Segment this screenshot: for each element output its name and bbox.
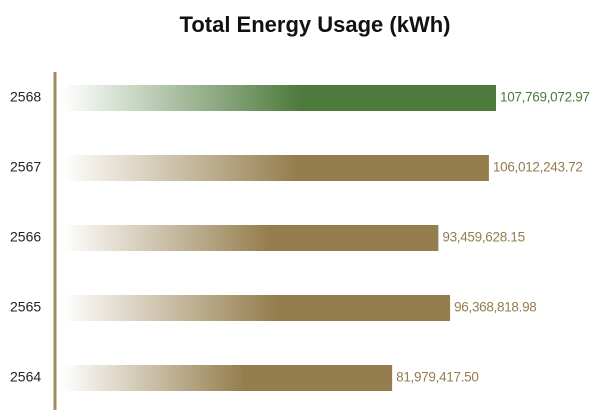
- bar: [62, 295, 451, 321]
- y-tick-label: 2568: [10, 89, 41, 105]
- y-tick-label: 2565: [10, 299, 41, 315]
- bar: [62, 155, 489, 181]
- data-label: 81,979,417.50: [396, 370, 478, 385]
- bar: [62, 85, 496, 111]
- bar: [62, 225, 439, 251]
- chart-title: Total Energy Usage (kWh): [180, 12, 451, 37]
- y-tick-label: 2564: [10, 369, 41, 385]
- data-label: 93,459,628.15: [442, 230, 524, 245]
- data-label: 106,012,243.72: [493, 160, 583, 175]
- y-tick-label: 2566: [10, 229, 41, 245]
- y-tick-label: 2567: [10, 159, 41, 175]
- data-label: 96,368,818.98: [454, 300, 536, 315]
- data-label: 107,769,072.97: [500, 90, 590, 105]
- bar: [62, 365, 393, 391]
